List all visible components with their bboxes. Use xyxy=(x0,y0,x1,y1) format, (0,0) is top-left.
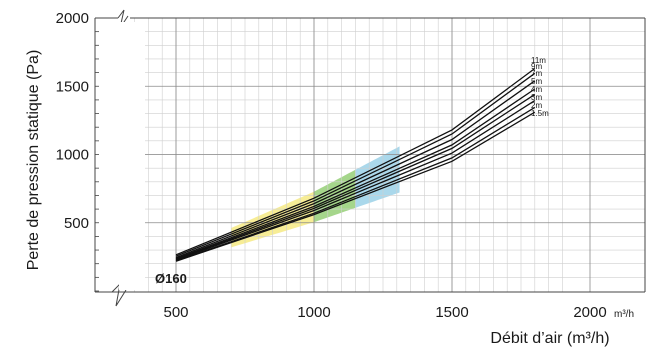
series-lines xyxy=(175,67,536,262)
series-line-4m xyxy=(175,93,536,260)
x-tick-unit: m³/h xyxy=(614,309,634,320)
series-label-11m: 11m xyxy=(531,56,546,65)
axis-break-bottom xyxy=(111,282,127,307)
series-line-7m xyxy=(175,80,536,259)
axis-break-gap xyxy=(119,22,143,290)
series-label-9m: 9m xyxy=(531,62,542,71)
series-label-7m: 7m xyxy=(531,69,542,78)
series-line-2m xyxy=(175,106,536,262)
y-tick-label: 1500 xyxy=(56,78,89,95)
y-tick-label: 2000 xyxy=(56,10,89,27)
x-tick-label: 1000 xyxy=(297,304,330,321)
duct-diameter-annotation: Ø160 xyxy=(155,271,187,286)
x-tick-label: 2000 xyxy=(573,304,606,321)
series-label-4m: 4m xyxy=(531,85,542,94)
x-axis-label: Débit d’air (m³/h) xyxy=(490,330,609,347)
series-line-1.5m xyxy=(175,111,536,262)
series-line-5m xyxy=(175,88,536,260)
series-label-3m: 3m xyxy=(531,93,542,102)
axes xyxy=(94,9,646,307)
y-tick-label: 500 xyxy=(64,215,89,232)
x-tick-label: 500 xyxy=(163,304,188,321)
series-line-11m xyxy=(175,67,536,256)
y-tick-label: 1000 xyxy=(56,147,89,164)
y-axis-label: Perte de pression statique (Pa) xyxy=(25,50,42,271)
series-label-1.5m: 1.5m xyxy=(531,109,549,118)
series-line-3m xyxy=(175,100,536,261)
x-tick-label: 1500 xyxy=(435,304,468,321)
series-line-9m xyxy=(175,72,536,257)
series-label-2m: 2m xyxy=(531,101,542,110)
series-label-5m: 5m xyxy=(531,77,542,86)
tick-labels: 500 1000 1500 2000 500 1000 1500 2000 xyxy=(56,10,607,321)
